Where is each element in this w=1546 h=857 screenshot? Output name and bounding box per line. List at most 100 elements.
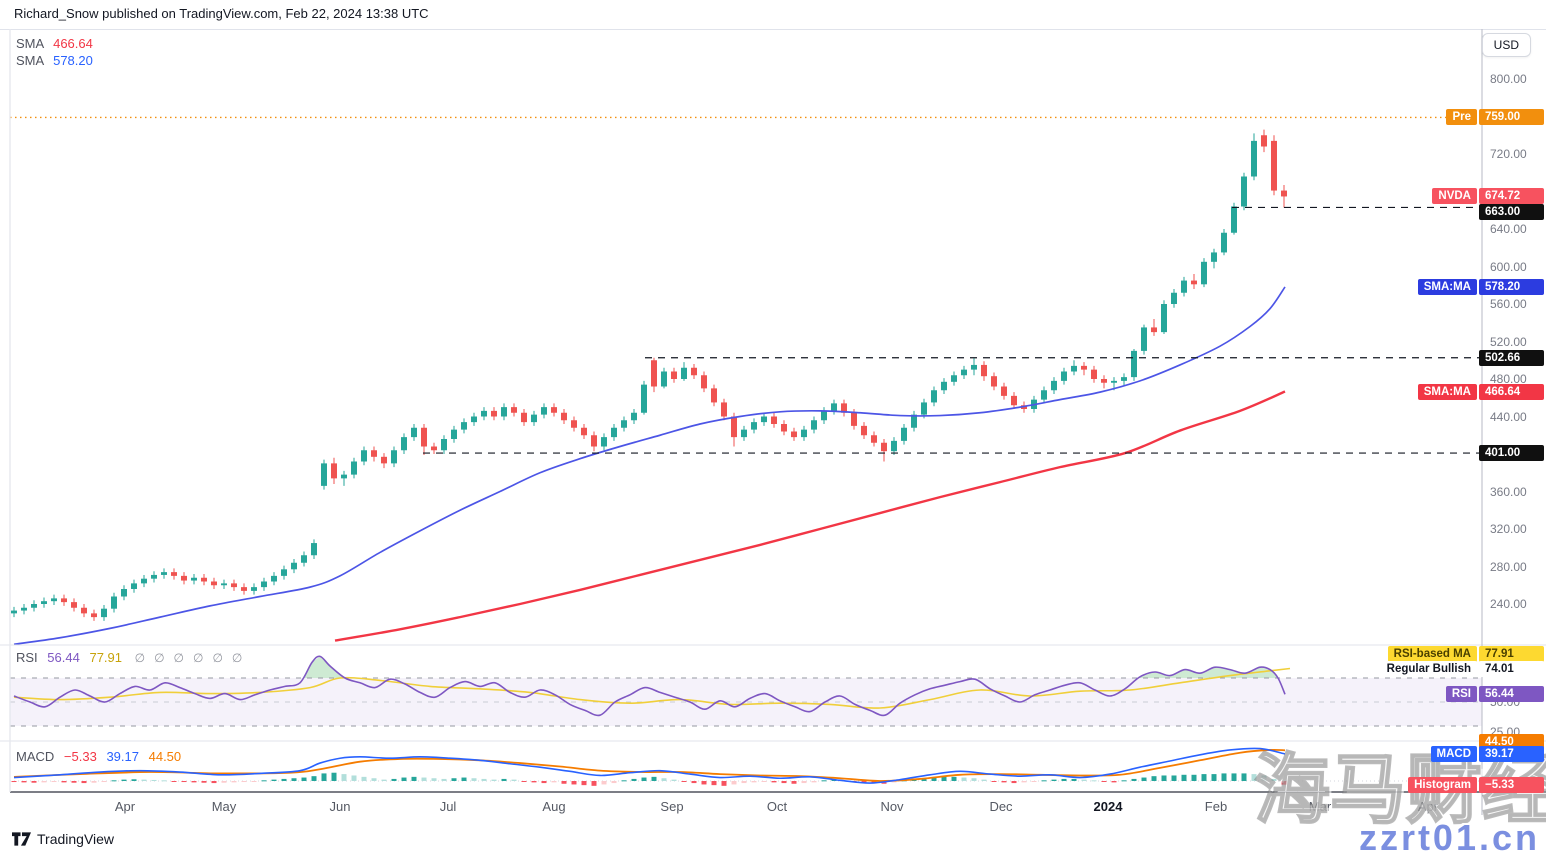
- candle[interactable]: [1121, 377, 1127, 381]
- candle[interactable]: [721, 402, 727, 417]
- candle[interactable]: [821, 410, 827, 421]
- candle[interactable]: [1131, 350, 1137, 378]
- candle[interactable]: [461, 422, 467, 430]
- candle[interactable]: [161, 572, 167, 575]
- sma-legend-row-slow[interactable]: SMA 466.64: [16, 35, 93, 52]
- candle[interactable]: [221, 583, 227, 586]
- candle[interactable]: [501, 407, 507, 417]
- candle[interactable]: [81, 607, 87, 614]
- macd-legend[interactable]: MACD −5.33 39.17 44.50: [16, 749, 181, 764]
- candle[interactable]: [1251, 140, 1257, 177]
- time-label-oct[interactable]: Oct: [766, 799, 788, 814]
- candle[interactable]: [1081, 365, 1087, 370]
- candle[interactable]: [111, 596, 117, 609]
- candle[interactable]: [301, 555, 307, 563]
- candle[interactable]: [121, 589, 127, 597]
- candle[interactable]: [131, 583, 137, 589]
- candle[interactable]: [851, 412, 857, 426]
- candle[interactable]: [861, 425, 867, 436]
- candle[interactable]: [391, 450, 397, 464]
- candle[interactable]: [351, 461, 357, 475]
- candle[interactable]: [101, 608, 107, 618]
- candle[interactable]: [641, 384, 647, 413]
- candle[interactable]: [911, 414, 917, 428]
- axis-badge-502-66[interactable]: 502.66: [1479, 349, 1544, 366]
- candle[interactable]: [811, 420, 817, 430]
- candle[interactable]: [671, 371, 677, 380]
- candle[interactable]: [281, 569, 287, 576]
- candle[interactable]: [361, 450, 367, 462]
- candle[interactable]: [711, 388, 717, 403]
- price-tick[interactable]: 640.00: [1490, 222, 1527, 236]
- candle[interactable]: [801, 429, 807, 438]
- candle[interactable]: [631, 412, 637, 421]
- candle[interactable]: [1241, 176, 1247, 207]
- time-label-feb[interactable]: Feb: [1204, 799, 1228, 814]
- candle[interactable]: [1061, 371, 1067, 381]
- candle[interactable]: [781, 424, 787, 432]
- candle[interactable]: [1271, 140, 1277, 191]
- candle[interactable]: [1111, 380, 1117, 383]
- candle[interactable]: [371, 450, 377, 457]
- candle[interactable]: [621, 420, 627, 428]
- time-label-apr[interactable]: Apr: [114, 799, 136, 814]
- time-label-aug[interactable]: Aug: [542, 799, 566, 814]
- candle[interactable]: [1051, 380, 1057, 391]
- candle[interactable]: [521, 412, 527, 423]
- candle[interactable]: [181, 575, 187, 581]
- candle[interactable]: [1261, 135, 1267, 147]
- candle[interactable]: [541, 407, 547, 415]
- candle[interactable]: [1231, 206, 1237, 233]
- axis-badge-sma-ma[interactable]: SMA:MA 578.20: [1417, 278, 1544, 295]
- time-label-apr[interactable]: Apr: [1417, 799, 1439, 814]
- candle[interactable]: [531, 414, 537, 423]
- candle[interactable]: [321, 463, 327, 486]
- price-tick[interactable]: 600.00: [1490, 259, 1527, 274]
- candle[interactable]: [1181, 280, 1187, 293]
- candle[interactable]: [381, 456, 387, 464]
- candle[interactable]: [251, 587, 257, 591]
- candle[interactable]: [681, 367, 687, 379]
- candle[interactable]: [331, 463, 337, 479]
- candle[interactable]: [831, 403, 837, 411]
- candle[interactable]: [41, 601, 47, 604]
- candle[interactable]: [571, 420, 577, 428]
- candle[interactable]: [761, 416, 767, 423]
- candle[interactable]: [481, 410, 487, 417]
- candle[interactable]: [11, 610, 17, 614]
- candle[interactable]: [431, 446, 437, 451]
- axis-badge-rsi-based-ma[interactable]: RSI-based MA 77.91: [1387, 645, 1544, 662]
- candle[interactable]: [1071, 365, 1077, 372]
- currency-unit-button[interactable]: USD: [1481, 33, 1531, 57]
- candle[interactable]: [1141, 327, 1147, 351]
- candle[interactable]: [651, 360, 657, 387]
- candle[interactable]: [51, 598, 57, 602]
- axis-badge-nvda[interactable]: NVDA 674.72: [1432, 188, 1544, 205]
- time-label-nov[interactable]: Nov: [880, 799, 904, 814]
- price-tick[interactable]: 480.00: [1490, 372, 1527, 386]
- price-tick[interactable]: 800.00: [1490, 72, 1527, 86]
- sma-legend-row-fast[interactable]: SMA 578.20: [16, 52, 93, 69]
- candle[interactable]: [471, 416, 477, 423]
- candle[interactable]: [951, 375, 957, 382]
- candle[interactable]: [921, 402, 927, 415]
- candle[interactable]: [411, 427, 417, 438]
- candle[interactable]: [691, 367, 697, 376]
- candle[interactable]: [1091, 369, 1097, 379]
- price-tick[interactable]: 320.00: [1490, 522, 1527, 536]
- candle[interactable]: [21, 607, 27, 611]
- candle[interactable]: [561, 412, 567, 421]
- candle[interactable]: [991, 376, 997, 387]
- price-tick[interactable]: 360.00: [1490, 484, 1527, 499]
- candle[interactable]: [841, 403, 847, 413]
- time-label-jun[interactable]: Jun: [329, 799, 351, 814]
- axis-badge-rsi[interactable]: RSI 56.44: [1445, 686, 1544, 703]
- candle[interactable]: [881, 442, 887, 452]
- candle[interactable]: [61, 598, 67, 603]
- axis-badge-sma-ma[interactable]: SMA:MA 466.64: [1417, 383, 1544, 400]
- price-tick[interactable]: 280.00: [1490, 559, 1527, 574]
- price-tick[interactable]: 440.00: [1490, 409, 1527, 424]
- price-tick[interactable]: 520.00: [1490, 334, 1527, 349]
- candle[interactable]: [591, 435, 597, 447]
